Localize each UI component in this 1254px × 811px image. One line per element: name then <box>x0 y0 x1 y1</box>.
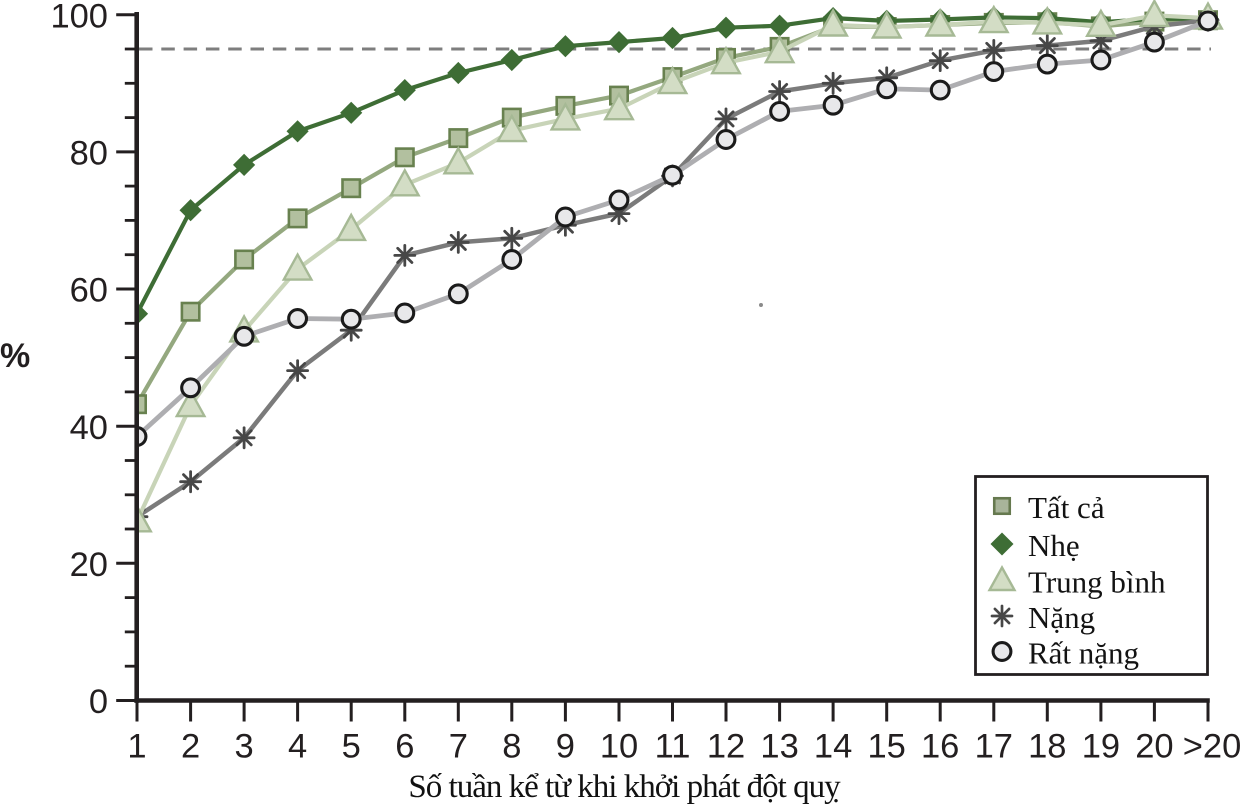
svg-text:15: 15 <box>868 728 906 766</box>
svg-text:80: 80 <box>70 135 108 173</box>
svg-text:17: 17 <box>975 728 1013 766</box>
svg-text:%: % <box>0 337 30 375</box>
svg-text:4: 4 <box>288 728 307 766</box>
svg-text:5: 5 <box>342 728 361 766</box>
svg-text:14: 14 <box>814 728 852 766</box>
svg-text:19: 19 <box>1082 728 1120 766</box>
svg-text:100: 100 <box>50 0 108 35</box>
svg-text:Rất nặng: Rất nặng <box>1028 636 1139 671</box>
svg-text:10: 10 <box>600 728 638 766</box>
svg-text:Nặng: Nặng <box>1028 600 1095 635</box>
svg-text:Tất cả: Tất cả <box>1028 490 1105 525</box>
svg-text:Số tuần kể từ khi khởi phát độ: Số tuần kể từ khi khởi phát đột quỵ <box>408 769 841 805</box>
svg-text:3: 3 <box>235 728 254 766</box>
svg-text:12: 12 <box>707 728 745 766</box>
svg-text:11: 11 <box>655 728 691 766</box>
svg-text:2: 2 <box>181 728 200 766</box>
svg-text:Nhẹ: Nhẹ <box>1028 528 1080 563</box>
svg-text:13: 13 <box>760 728 798 766</box>
svg-text:>20: >20 <box>1183 728 1242 766</box>
svg-text:60: 60 <box>70 272 108 310</box>
svg-text:Trung bình: Trung bình <box>1028 565 1166 600</box>
svg-text:16: 16 <box>921 728 959 766</box>
svg-text:9: 9 <box>556 728 575 766</box>
svg-text:20: 20 <box>1135 728 1173 766</box>
svg-text:20: 20 <box>70 546 108 584</box>
svg-text:40: 40 <box>70 409 108 447</box>
svg-text:1: 1 <box>127 728 146 766</box>
svg-text:6: 6 <box>395 728 414 766</box>
svg-text:8: 8 <box>502 728 521 766</box>
svg-text:0: 0 <box>89 683 108 721</box>
svg-text:7: 7 <box>449 728 468 766</box>
svg-text:18: 18 <box>1028 728 1066 766</box>
